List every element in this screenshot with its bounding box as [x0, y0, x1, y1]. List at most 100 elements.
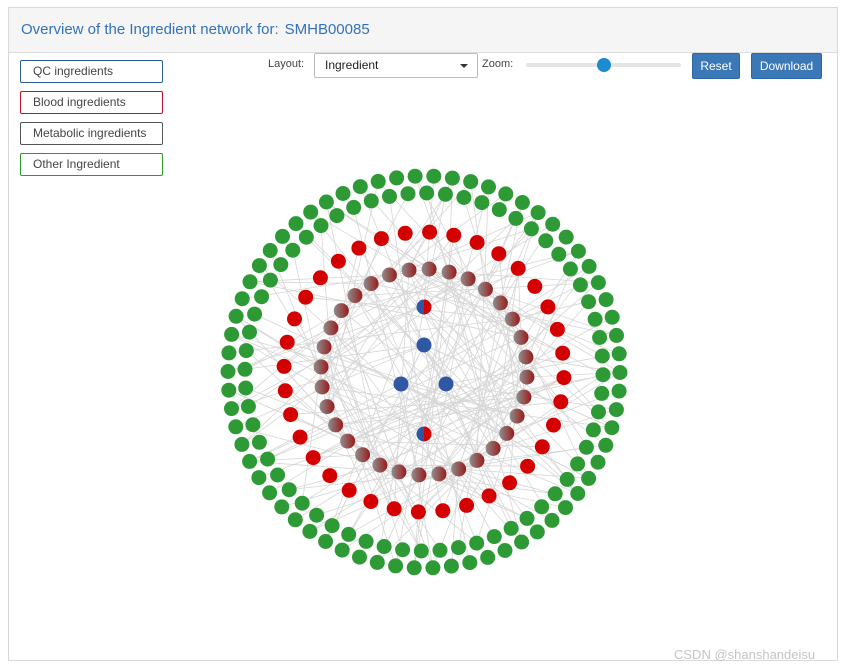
other-ingredient-node[interactable]: [262, 272, 278, 288]
blood-node[interactable]: [330, 253, 346, 269]
metabolic-node[interactable]: [323, 320, 339, 336]
other-ingredient-node[interactable]: [395, 542, 411, 558]
other-ingredient-node[interactable]: [426, 168, 442, 184]
metabolic-node[interactable]: [333, 303, 349, 319]
other-ingredient-node[interactable]: [281, 482, 297, 498]
other-ingredient-node[interactable]: [503, 520, 519, 536]
other-ingredient-node[interactable]: [224, 401, 239, 417]
other-ingredient-node[interactable]: [419, 185, 435, 201]
other-ingredient-node[interactable]: [376, 539, 392, 554]
other-ingredient-node[interactable]: [514, 195, 530, 210]
other-ingredient-node[interactable]: [318, 194, 334, 210]
other-ingredient-node[interactable]: [234, 436, 250, 452]
blood-node[interactable]: [292, 429, 308, 445]
blood-node[interactable]: [298, 289, 314, 305]
other-ingredient-node[interactable]: [309, 507, 325, 523]
metabolic-node[interactable]: [519, 369, 535, 385]
other-ingredient-node[interactable]: [406, 560, 422, 576]
metabolic-node[interactable]: [313, 359, 329, 375]
other-ingredient-node[interactable]: [407, 168, 423, 184]
other-ingredient-node[interactable]: [529, 524, 545, 540]
other-ingredient-node[interactable]: [251, 470, 267, 486]
blood-node[interactable]: [491, 246, 507, 262]
metabolic-node[interactable]: [504, 311, 520, 327]
other-ingredient-node[interactable]: [324, 518, 340, 534]
other-ingredient-node[interactable]: [358, 533, 374, 549]
other-ingredient-node[interactable]: [474, 195, 490, 211]
other-ingredient-node[interactable]: [612, 365, 628, 380]
other-ingredient-node[interactable]: [254, 289, 270, 305]
other-ingredient-node[interactable]: [591, 404, 606, 420]
other-ingredient-node[interactable]: [237, 361, 253, 377]
qc-node[interactable]: [393, 376, 409, 392]
other-ingredient-node[interactable]: [228, 308, 244, 324]
other-ingredient-node[interactable]: [611, 346, 627, 362]
blood-node[interactable]: [422, 224, 438, 240]
other-ingredient-node[interactable]: [242, 324, 257, 340]
blood-node[interactable]: [277, 383, 293, 399]
other-ingredient-node[interactable]: [451, 540, 466, 556]
blood-node[interactable]: [520, 458, 536, 474]
other-ingredient-node[interactable]: [251, 258, 267, 274]
other-ingredient-node[interactable]: [400, 186, 416, 202]
other-ingredient-node[interactable]: [329, 208, 345, 224]
other-ingredient-node[interactable]: [519, 510, 535, 526]
other-ingredient-node[interactable]: [425, 560, 441, 576]
blood-node[interactable]: [553, 394, 569, 410]
other-ingredient-node[interactable]: [570, 486, 586, 501]
other-ingredient-node[interactable]: [480, 549, 496, 565]
metabolic-node[interactable]: [347, 288, 363, 304]
other-ingredient-node[interactable]: [595, 367, 611, 383]
metabolic-node[interactable]: [485, 440, 501, 456]
other-ingredient-node[interactable]: [389, 170, 405, 186]
other-ingredient-node[interactable]: [432, 542, 448, 558]
other-ingredient-node[interactable]: [497, 543, 513, 558]
blood-node[interactable]: [446, 227, 462, 243]
metabolic-node[interactable]: [431, 466, 447, 482]
other-ingredient-node[interactable]: [581, 470, 597, 486]
metabolic-node[interactable]: [516, 389, 532, 405]
other-ingredient-node[interactable]: [388, 558, 404, 574]
blood-node[interactable]: [287, 311, 302, 327]
blood-node[interactable]: [363, 494, 379, 509]
other-ingredient-node[interactable]: [262, 485, 278, 501]
other-ingredient-node[interactable]: [294, 495, 310, 511]
other-ingredient-node[interactable]: [443, 558, 459, 574]
blood-node[interactable]: [283, 407, 299, 423]
metabolic-node[interactable]: [372, 457, 388, 473]
blood-node[interactable]: [276, 358, 292, 374]
other-ingredient-node[interactable]: [352, 549, 367, 565]
other-ingredient-node[interactable]: [587, 311, 603, 327]
other-ingredient-node[interactable]: [313, 218, 329, 234]
metabolic-node[interactable]: [518, 349, 534, 365]
other-ingredient-node[interactable]: [547, 486, 563, 502]
other-ingredient-node[interactable]: [551, 246, 567, 262]
blood-node[interactable]: [279, 334, 295, 350]
legend-other-ingredient[interactable]: Other Ingredient: [20, 153, 163, 176]
blood-node[interactable]: [397, 225, 413, 241]
other-ingredient-node[interactable]: [220, 364, 236, 379]
blood-node[interactable]: [341, 482, 357, 498]
zoom-slider[interactable]: [526, 58, 681, 72]
blood-node[interactable]: [351, 240, 367, 256]
blood-node[interactable]: [435, 503, 451, 519]
other-ingredient-node[interactable]: [558, 500, 573, 516]
other-ingredient-node[interactable]: [298, 229, 314, 245]
other-ingredient-node[interactable]: [302, 523, 318, 539]
other-ingredient-node[interactable]: [352, 179, 368, 195]
other-ingredient-node[interactable]: [590, 275, 606, 291]
other-ingredient-node[interactable]: [530, 205, 546, 221]
other-ingredient-node[interactable]: [228, 419, 244, 435]
other-ingredient-node[interactable]: [370, 173, 386, 189]
metabolic-node[interactable]: [328, 417, 344, 433]
other-ingredient-node[interactable]: [544, 512, 560, 528]
metabolic-node[interactable]: [499, 425, 515, 441]
other-ingredient-node[interactable]: [609, 327, 624, 343]
other-ingredient-node[interactable]: [604, 420, 620, 436]
other-ingredient-node[interactable]: [562, 261, 578, 277]
other-ingredient-node[interactable]: [534, 499, 550, 515]
metabolic-node[interactable]: [469, 452, 485, 468]
blood-node[interactable]: [410, 504, 426, 520]
other-ingredient-node[interactable]: [303, 204, 319, 220]
